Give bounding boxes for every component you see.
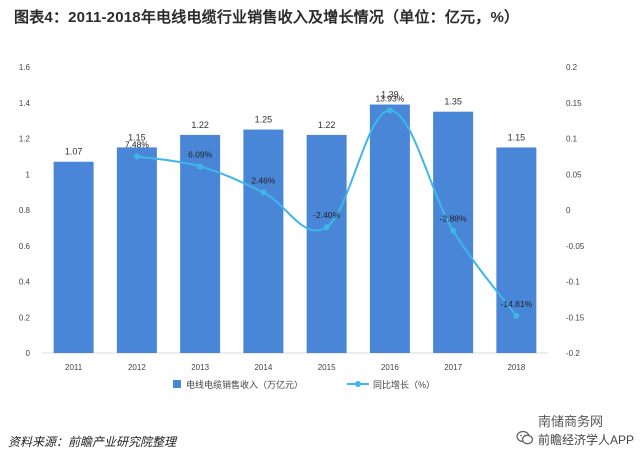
y-right-tick-label: 0.1: [566, 135, 578, 144]
growth-value-label: 2.46%: [251, 175, 276, 185]
growth-value-label: 7.48%: [125, 140, 150, 150]
bar-value-label: 1.15: [128, 132, 146, 142]
x-tick-label: 2016: [381, 363, 399, 372]
growth-point: [260, 189, 267, 196]
bar: [369, 104, 410, 353]
legend: 电线电缆销售收入（万亿元） 同比增长（%）: [173, 379, 435, 390]
bar-value-label: 1.15: [508, 132, 526, 142]
bar: [243, 129, 284, 353]
x-tick-label: 2017: [444, 363, 462, 372]
x-tick-label: 2013: [191, 363, 209, 372]
y-left-tick-label: 0.2: [19, 313, 31, 322]
data-labels: 1.071.151.221.251.221.391.351.157.48%6.0…: [65, 90, 533, 309]
growth-point: [513, 312, 520, 319]
growth-point: [197, 163, 204, 170]
growth-point: [386, 107, 393, 114]
y-left-tick-label: 1: [26, 170, 31, 179]
x-tick-label: 2018: [507, 363, 525, 372]
source-note: 资料来源：前瞻产业研究院整理: [8, 435, 177, 449]
y-left-tick-label: 0: [26, 349, 31, 358]
watermark-line1: 南储商务网: [538, 414, 604, 429]
chart-title: 图表4：2011-2018年电线电缆行业销售收入及增长情况（单位：亿元，%）: [14, 9, 520, 26]
y-right-tick-label: -0.2: [566, 349, 580, 358]
y-left-tick-label: 1.6: [19, 63, 31, 72]
legend-swatch-dot: [355, 381, 361, 387]
y-right-tick-label: 0.05: [566, 170, 582, 179]
bar-value-label: 1.22: [191, 120, 209, 130]
legend-swatch-bar: [173, 380, 181, 388]
y-right-tick-label: -0.05: [566, 242, 585, 251]
y-left-tick-label: 0.6: [19, 242, 31, 251]
growth-line: [133, 107, 520, 319]
wechat-icon: [516, 430, 534, 445]
bar-value-label: 1.35: [444, 97, 462, 107]
legend-label-bar: 电线电缆销售收入（万亿元）: [186, 379, 303, 390]
growth-value-label: -2.40%: [313, 210, 340, 220]
y-right-tick-label: -0.15: [566, 313, 585, 322]
growth-value-label: -2.88%: [440, 214, 467, 224]
x-tick-label: 2012: [128, 363, 146, 372]
growth-value-label: -14.81%: [501, 299, 533, 309]
y-left-tick-label: 1.4: [19, 99, 31, 108]
watermark-badge: 南储商务网 前瞻经济学人APP: [512, 411, 640, 459]
growth-value-label: 6.09%: [188, 149, 213, 159]
y-left-tick-label: 1.2: [19, 135, 31, 144]
y-right-tick-label: 0.2: [566, 63, 578, 72]
y-right-tick-label: -0.1: [566, 278, 580, 287]
bars: [53, 104, 537, 353]
bar-value-label: 1.07: [65, 147, 83, 157]
watermark-line2: 前瞻经济学人APP: [538, 433, 635, 447]
legend-label-line: 同比增长（%）: [373, 379, 435, 390]
bar-value-label: 1.39: [381, 90, 399, 100]
x-tick-label: 2015: [318, 363, 336, 372]
bar: [306, 134, 347, 353]
growth-value-label: 13.93%: [375, 93, 404, 103]
growth-point: [323, 224, 330, 231]
bar: [53, 161, 94, 353]
bar-value-label: 1.25: [255, 115, 273, 125]
x-tick-label: 2011: [65, 363, 83, 372]
growth-point: [133, 153, 140, 160]
bar: [496, 147, 537, 353]
growth-point: [450, 227, 457, 234]
bar-value-label: 1.22: [318, 120, 336, 130]
y-left-tick-label: 0.8: [19, 206, 31, 215]
y-left-tick-label: 0.4: [19, 278, 31, 287]
x-tick-label: 2014: [254, 363, 272, 372]
y-right-tick-label: 0: [566, 206, 571, 215]
bar: [116, 147, 157, 353]
axes: 0 0.2 0.4 0.6 0.8 1 1.2 1.4 1.6 -0.2 -0.15 -0.1 -0.0…: [19, 63, 585, 372]
y-right-tick-label: 0.15: [566, 99, 582, 108]
